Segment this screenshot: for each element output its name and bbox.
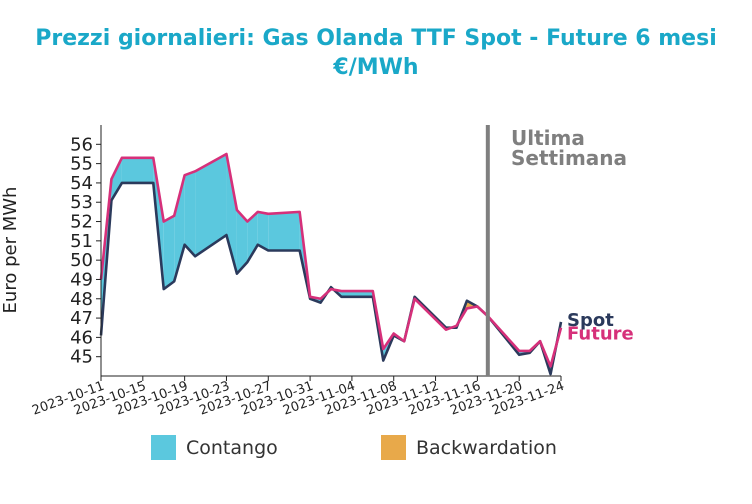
x-ticks: 2023-10-112023-10-152023-10-192023-10-23…: [30, 376, 566, 419]
y-tick-label: 56: [70, 134, 93, 155]
contango-area: [174, 175, 185, 282]
y-tick-label: 55: [70, 154, 93, 175]
y-tick-label: 52: [70, 212, 93, 233]
y-tick-label: 49: [70, 269, 93, 290]
series-end-label-future: Future: [567, 324, 634, 345]
contango-area: [268, 211, 300, 251]
y-tick-label: 50: [70, 250, 93, 271]
contango-area: [247, 211, 258, 263]
last-week-annotation-line2: Settimana: [511, 146, 627, 170]
contango-area: [195, 153, 227, 257]
chart-title-line1: Prezzi giornalieri: Gas Olanda TTF Spot …: [35, 26, 717, 51]
y-tick-label: 51: [70, 231, 93, 252]
contango-area: [163, 215, 175, 290]
series-lines: [99, 152, 563, 376]
contango-area: [341, 291, 373, 297]
y-tick-label: 46: [70, 327, 93, 348]
legend: Contango Backwardation: [151, 435, 557, 460]
y-tick-label: 45: [70, 347, 93, 368]
last-week-annotation-line1: Ultima: [511, 126, 585, 150]
y-tick-label: 48: [70, 289, 93, 310]
legend-swatch-backwardation: [381, 435, 406, 460]
legend-label-backwardation: Backwardation: [416, 437, 557, 459]
legend-swatch-contango: [151, 435, 176, 460]
series-end-label-spot: Spot: [567, 310, 614, 331]
series-line-future: [99, 152, 563, 368]
y-tick-label: 47: [70, 308, 93, 329]
contango-area: [121, 157, 154, 183]
contango-area: [236, 209, 248, 274]
contango-area: [257, 211, 269, 251]
y-axis-label: Euro per MWh: [0, 187, 21, 314]
contango-area: [111, 157, 122, 201]
axes: [100, 125, 561, 377]
chart-title-line2: €/MWh: [333, 55, 419, 80]
contango-area: [184, 171, 196, 257]
spread-areas: [101, 153, 561, 375]
y-tick-label: 54: [70, 173, 93, 194]
chart-title: Prezzi giornalieri: Gas Olanda TTF Spot …: [0, 24, 752, 82]
legend-label-contango: Contango: [186, 437, 278, 459]
y-tick-label: 53: [70, 192, 93, 213]
